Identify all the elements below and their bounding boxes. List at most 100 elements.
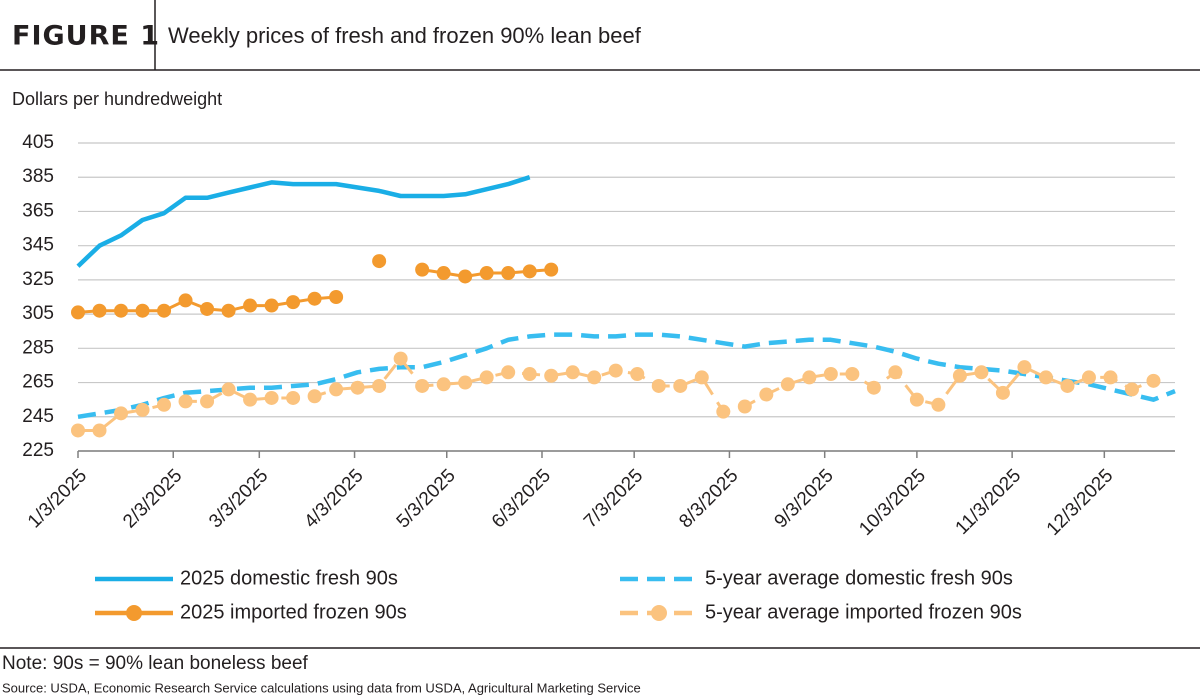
series-marker xyxy=(415,262,430,277)
series-marker xyxy=(759,387,774,402)
series-marker xyxy=(952,368,967,383)
series-marker xyxy=(1103,370,1118,385)
legend-label: 2025 domestic fresh 90s xyxy=(180,567,398,589)
series-marker xyxy=(501,266,516,281)
series-marker xyxy=(673,378,688,393)
series-marker xyxy=(737,399,752,414)
series-marker xyxy=(1060,378,1075,393)
series-marker xyxy=(135,303,150,318)
x-tick-label: 11/3/2025 xyxy=(952,465,1026,539)
series-marker xyxy=(71,305,85,320)
series-marker xyxy=(909,392,924,407)
series-marker xyxy=(157,397,172,412)
series-marker xyxy=(286,295,301,310)
y-tick-label: 345 xyxy=(22,235,54,256)
series-marker xyxy=(522,264,537,279)
series-marker xyxy=(393,351,408,366)
series-marker xyxy=(436,266,451,281)
series-marker xyxy=(200,301,215,316)
series-marker xyxy=(888,365,903,380)
series-line xyxy=(77,268,552,314)
x-tick-label: 3/3/2025 xyxy=(205,465,272,532)
series-marker xyxy=(995,385,1010,400)
y-tick-label: 405 xyxy=(22,132,54,153)
series-marker xyxy=(501,365,516,380)
x-tick-label: 9/3/2025 xyxy=(771,465,838,532)
series-marker xyxy=(1146,373,1161,388)
y-tick-label: 325 xyxy=(22,269,54,290)
series-marker xyxy=(694,370,709,385)
series-marker xyxy=(823,367,838,381)
note: Note: 90s = 90% lean boneless beef xyxy=(2,653,309,674)
series-marker xyxy=(651,378,666,393)
y-axis-label: Dollars per hundredweight xyxy=(12,89,222,109)
x-tick-label: 6/3/2025 xyxy=(488,465,555,532)
series-marker xyxy=(114,303,129,318)
figure-label: FIGURE 1 xyxy=(12,21,160,52)
series-marker xyxy=(458,269,473,284)
series-marker xyxy=(458,375,473,390)
series-marker xyxy=(221,382,236,397)
legend-label: 5-year average domestic fresh 90s xyxy=(705,567,1013,589)
y-tick-label: 245 xyxy=(22,406,54,427)
series-line xyxy=(77,332,1176,420)
y-tick-label: 265 xyxy=(22,372,54,393)
series-marker xyxy=(866,380,881,395)
series-marker xyxy=(92,303,107,318)
x-tick-label: 8/3/2025 xyxy=(675,465,742,532)
y-tick-label: 225 xyxy=(22,440,54,461)
series-marker xyxy=(802,370,817,385)
series-marker xyxy=(286,390,301,405)
y-tick-label: 365 xyxy=(22,200,54,221)
series-marker xyxy=(350,380,365,395)
series-marker xyxy=(307,291,322,306)
series-marker xyxy=(1038,370,1053,385)
series-marker xyxy=(1017,360,1032,375)
y-tick-label: 385 xyxy=(22,166,54,187)
series-marker xyxy=(178,293,193,308)
legend-marker xyxy=(651,605,667,621)
x-tick-label: 4/3/2025 xyxy=(300,465,367,532)
series-marker xyxy=(974,365,989,380)
series-marker xyxy=(544,368,559,383)
series-marker xyxy=(479,266,494,281)
series-marker xyxy=(329,290,344,304)
source: Source: USDA, Economic Research Service … xyxy=(2,680,641,695)
series-marker xyxy=(200,394,215,409)
series-marker xyxy=(716,404,731,419)
legend-marker xyxy=(126,605,142,621)
series-marker xyxy=(479,370,494,385)
series-marker xyxy=(264,298,279,313)
series-marker xyxy=(329,382,344,397)
series-marker xyxy=(307,389,322,404)
series-marker xyxy=(1124,382,1139,397)
series-marker xyxy=(1081,370,1096,385)
x-tick-label: 2/3/2025 xyxy=(119,465,186,532)
series-marker xyxy=(372,254,387,269)
series-marker xyxy=(544,262,559,277)
series-marker xyxy=(71,423,85,438)
chart-title: Weekly prices of fresh and frozen 90% le… xyxy=(168,23,642,48)
series-marker xyxy=(415,378,430,393)
series-marker xyxy=(931,397,946,412)
series-marker xyxy=(243,298,258,313)
series-line xyxy=(76,175,531,268)
legend-label: 2025 imported frozen 90s xyxy=(180,601,407,623)
series-marker xyxy=(264,390,279,405)
series-marker xyxy=(565,365,580,380)
x-tick-label: 12/3/2025 xyxy=(1043,465,1118,540)
x-tick-label: 10/3/2025 xyxy=(855,465,930,540)
y-tick-label: 305 xyxy=(22,303,54,324)
x-tick-label: 1/3/2025 xyxy=(24,465,91,532)
series-marker xyxy=(372,378,387,393)
series-marker xyxy=(630,367,645,381)
series-marker xyxy=(608,363,623,378)
series-marker xyxy=(221,303,236,318)
series-marker xyxy=(157,303,172,318)
series-marker xyxy=(845,367,860,381)
legend-label: 5-year average imported frozen 90s xyxy=(705,601,1022,623)
series-marker xyxy=(587,370,602,385)
x-tick-label: 7/3/2025 xyxy=(580,465,647,532)
series-marker xyxy=(135,402,150,417)
